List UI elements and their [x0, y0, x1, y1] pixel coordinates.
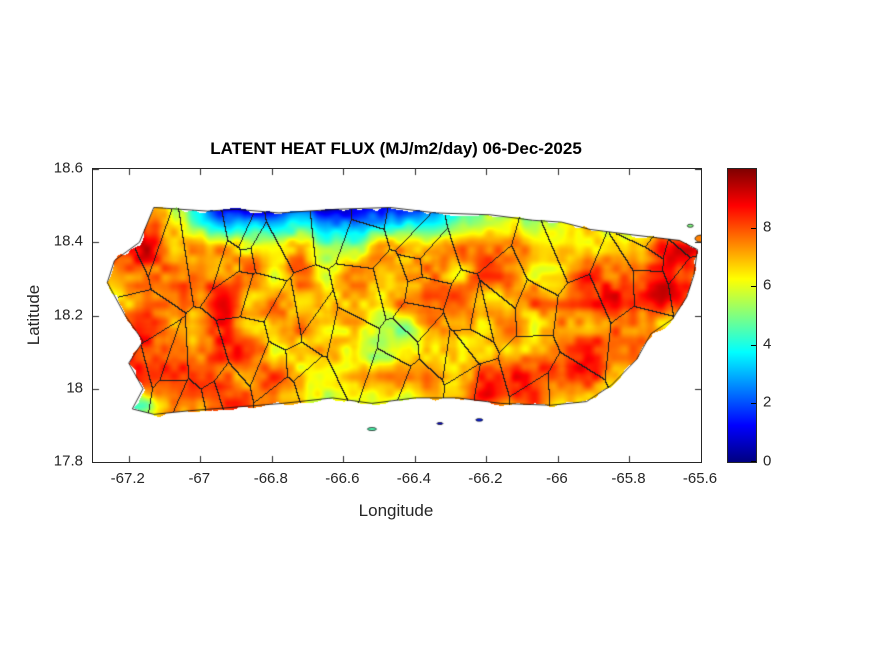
- plot-area: [92, 168, 702, 463]
- x-tick-label: -66: [546, 470, 568, 487]
- colorbar: [727, 168, 757, 463]
- colorbar-tick-label: 8: [763, 218, 772, 236]
- y-tick-label: 18.2: [53, 306, 83, 323]
- x-axis-label: Longitude: [358, 501, 434, 520]
- heatmap-canvas: [93, 169, 701, 462]
- colorbar-tickmark: [751, 286, 756, 288]
- y-tick-label: 18.6: [53, 159, 83, 177]
- y-tick-label: 18.4: [53, 232, 83, 250]
- y-tick-label: 18: [66, 379, 83, 397]
- colorbar-tickmark: [751, 403, 756, 405]
- x-tick-label: -65.6: [682, 470, 718, 487]
- y-axis-label: Latitude: [24, 284, 43, 346]
- colorbar-tick-label: 4: [763, 335, 772, 353]
- chart-title: LATENT HEAT FLUX (MJ/m2/day) 06-Dec-2025: [210, 139, 582, 158]
- x-tick-label: -66.6: [325, 470, 360, 487]
- colorbar-tickmark: [751, 227, 756, 229]
- y-tick-label: 17.8: [53, 452, 83, 470]
- x-tick-label: -66.4: [396, 470, 431, 487]
- colorbar-tick-label: 6: [763, 276, 772, 294]
- x-tick-label: -67: [188, 470, 211, 487]
- x-tick-label: -67.2: [110, 470, 145, 487]
- colorbar-gradient: [728, 169, 756, 462]
- x-tick-label: -66.8: [253, 470, 288, 487]
- x-tick-label: -65.8: [611, 470, 646, 487]
- colorbar-tickmark: [751, 461, 756, 462]
- colorbar-tick-label: 2: [763, 393, 772, 411]
- colorbar-tickmark: [751, 344, 756, 346]
- colorbar-tick-label: 0: [763, 452, 772, 470]
- x-tick-label: -66.2: [468, 470, 503, 487]
